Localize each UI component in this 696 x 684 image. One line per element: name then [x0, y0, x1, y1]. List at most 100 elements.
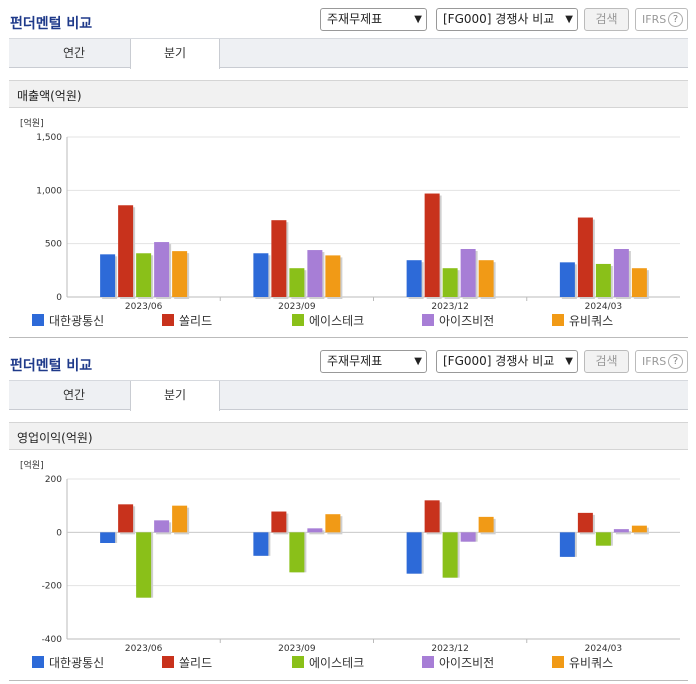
legend-label: 에이스테크 — [309, 656, 365, 670]
help-icon: ? — [668, 354, 683, 369]
bar — [442, 268, 458, 297]
bar — [559, 262, 575, 297]
compare-select[interactable]: [FG000] 경쟁사 비교 ▼ — [436, 8, 578, 31]
bar — [424, 500, 440, 533]
statement-select[interactable]: 주재무제표 ▼ — [320, 8, 427, 31]
legend-label: 대한광통신 — [49, 656, 105, 670]
tab-quarterly[interactable]: 분기 — [130, 39, 220, 69]
chart-legend: 대한광통신 쏠리드 에이스테크 아이즈비전 유비쿼스 — [0, 312, 696, 330]
section-header: 매출액(억원) — [9, 80, 688, 108]
y-tick-label: 1,500 — [36, 133, 62, 143]
legend-label: 아이즈비전 — [439, 656, 495, 670]
legend-label: 아이즈비전 — [439, 314, 495, 328]
legend-item[interactable]: 대한광통신 — [32, 312, 104, 329]
bar — [325, 514, 341, 533]
period-tabs: 연간 분기 — [9, 38, 688, 69]
legend-label: 에이스테크 — [309, 314, 365, 328]
bar — [559, 532, 575, 557]
compare-select-value: [FG000] 경쟁사 비교 — [443, 12, 555, 26]
bar — [577, 512, 593, 533]
bar — [253, 253, 269, 297]
legend-item[interactable]: 아이즈비전 — [422, 654, 494, 671]
bar — [424, 193, 440, 297]
bar — [478, 516, 494, 533]
y-tick-label: 1,000 — [36, 186, 62, 196]
legend-swatch — [32, 314, 44, 326]
legend-item[interactable]: 유비쿼스 — [552, 312, 613, 329]
bar — [172, 251, 188, 297]
bar — [100, 532, 116, 543]
fundamental-panel-revenue: 펀더멘털 비교 주재무제표 ▼ [FG000] 경쟁사 비교 ▼ 검색 IFRS… — [0, 0, 696, 340]
bar — [460, 249, 476, 297]
y-tick-label: -400 — [42, 635, 63, 645]
bar — [406, 532, 422, 574]
bar — [478, 260, 494, 297]
bar — [253, 532, 269, 556]
y-tick-label: 500 — [45, 240, 62, 250]
bar — [136, 253, 152, 297]
legend-swatch — [552, 314, 564, 326]
panel-title: 펀더멘털 비교 — [10, 16, 93, 32]
y-unit-label: [억원] — [20, 117, 44, 129]
legend-item[interactable]: 에이스테크 — [292, 312, 364, 329]
ifrs-help-button[interactable]: IFRS ? — [635, 350, 688, 373]
legend-swatch — [422, 314, 434, 326]
legend-item[interactable]: 에이스테크 — [292, 654, 364, 671]
help-icon: ? — [668, 12, 683, 27]
statement-select-value: 주재무제표 — [327, 12, 383, 26]
legend-swatch — [32, 656, 44, 668]
ifrs-help-button[interactable]: IFRS ? — [635, 8, 688, 31]
bar — [406, 260, 422, 297]
bar — [271, 511, 287, 533]
x-tick-label: 2023/06 — [125, 644, 163, 654]
panel-header: 펀더멘털 비교 주재무제표 ▼ [FG000] 경쟁사 비교 ▼ 검색 IFRS… — [0, 342, 696, 380]
legend-item[interactable]: 대한광통신 — [32, 654, 104, 671]
search-button[interactable]: 검색 — [584, 350, 629, 373]
search-button[interactable]: 검색 — [584, 8, 629, 31]
period-tabs: 연간 분기 — [9, 380, 688, 411]
bar — [271, 220, 287, 297]
divider — [9, 337, 688, 338]
section-title: 영업이익(억원) — [17, 431, 93, 445]
legend-label: 유비쿼스 — [569, 656, 614, 670]
statement-select-value: 주재무제표 — [327, 354, 383, 368]
ifrs-label: IFRS — [642, 355, 667, 368]
chart-legend: 대한광통신 쏠리드 에이스테크 아이즈비전 유비쿼스 — [0, 654, 696, 672]
legend-label: 대한광통신 — [49, 314, 105, 328]
bar — [154, 242, 170, 297]
legend-item[interactable]: 쏠리드 — [162, 312, 212, 329]
bar — [631, 268, 647, 297]
section-header: 영업이익(억원) — [9, 422, 688, 450]
bar — [595, 532, 611, 546]
divider — [9, 680, 688, 681]
y-tick-label: 0 — [56, 293, 62, 303]
tab-annual[interactable]: 연간 — [62, 388, 86, 402]
legend-label: 쏠리드 — [179, 656, 213, 670]
bar — [118, 205, 134, 297]
bar — [460, 532, 476, 542]
x-tick-label: 2023/12 — [431, 302, 468, 312]
legend-swatch — [162, 656, 174, 668]
legend-item[interactable]: 쏠리드 — [162, 654, 212, 671]
y-tick-label: 200 — [45, 475, 62, 485]
y-tick-label: -200 — [42, 582, 63, 592]
bar — [172, 505, 188, 533]
bar — [307, 528, 323, 533]
tab-annual[interactable]: 연간 — [62, 46, 86, 60]
y-unit-label: [억원] — [20, 459, 44, 471]
bar — [100, 254, 116, 297]
x-tick-label: 2023/09 — [278, 644, 316, 654]
compare-select[interactable]: [FG000] 경쟁사 비교 ▼ — [436, 350, 578, 373]
panel-title: 펀더멘털 비교 — [10, 358, 93, 374]
tab-quarterly[interactable]: 분기 — [130, 381, 220, 411]
statement-select[interactable]: 주재무제표 ▼ — [320, 350, 427, 373]
legend-swatch — [292, 314, 304, 326]
legend-item[interactable]: 아이즈비전 — [422, 312, 494, 329]
bar — [118, 504, 134, 533]
x-tick-label: 2024/03 — [585, 302, 622, 312]
x-tick-label: 2024/03 — [585, 644, 622, 654]
legend-swatch — [162, 314, 174, 326]
legend-item[interactable]: 유비쿼스 — [552, 654, 613, 671]
bar-shadow — [615, 531, 631, 535]
section-title: 매출액(억원) — [17, 89, 82, 103]
